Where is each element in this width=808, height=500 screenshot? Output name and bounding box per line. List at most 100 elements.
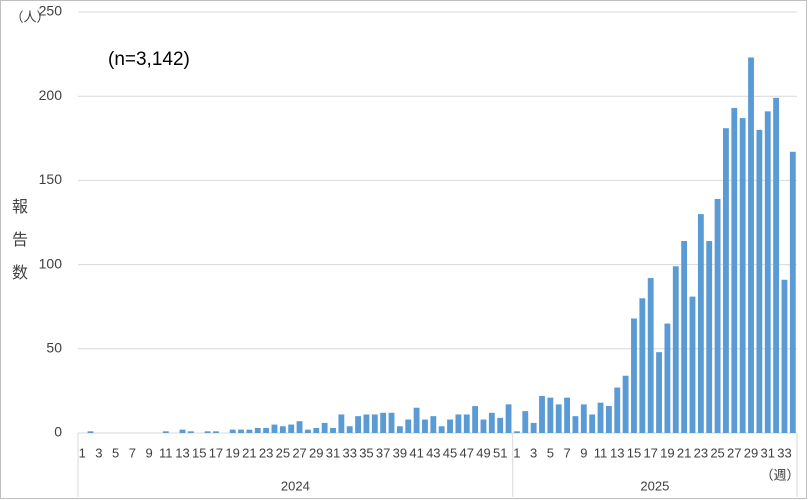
bar [739,118,746,433]
x-tick-label: 3 [530,445,537,460]
bar [330,427,336,433]
bar [513,431,520,433]
x-tick-label: 19 [225,445,239,460]
bar [413,407,420,433]
bar [396,426,403,433]
bar [539,395,545,433]
bar [773,97,780,433]
bar [488,412,495,433]
bar [288,424,295,433]
x-tick-label: 49 [476,445,490,460]
x-tick-label: 43 [426,445,440,460]
x-tick-label: 51 [493,445,507,460]
x-tick-label: 37 [376,445,390,460]
bar [597,402,604,433]
bar [463,414,470,433]
bar [572,416,579,433]
bar [455,414,462,433]
bar [179,429,186,433]
bar [672,266,679,433]
bar [580,404,587,433]
bar [497,417,504,433]
bar [388,412,395,433]
x-tick-label: 45 [443,445,457,460]
x-tick-label: 13 [175,445,189,460]
bar [664,323,671,433]
bar [438,426,445,433]
bar [371,414,378,433]
bar [162,431,169,433]
x-unit: （週） [760,467,799,482]
bar [338,414,345,433]
x-tick-label: 5 [547,445,554,460]
x-tick-label: 41 [409,445,423,460]
bar [480,419,487,433]
x-tick-label: 47 [460,445,474,460]
bar [564,397,571,433]
bar [263,427,270,433]
bar [321,422,328,433]
bar [187,431,194,433]
bar [605,406,612,433]
bar [304,429,311,433]
bar [447,419,453,433]
bar [697,214,704,433]
bar [681,241,688,433]
group-label: 2025 [640,478,669,493]
bar [355,416,362,433]
bar [756,129,763,433]
bar [380,412,387,433]
x-tick-label: 19 [660,445,674,460]
x-tick-label: 31 [761,445,775,460]
x-tick-label: 29 [309,445,323,460]
bar [505,404,512,433]
bar [271,424,278,433]
bar [789,151,796,433]
x-tick-label: 39 [393,445,407,460]
x-tick-label: 3 [95,445,102,460]
bar [723,128,729,434]
bar [279,426,286,433]
bar [706,241,713,433]
y-axis-label: 報告数 [12,198,28,282]
bar [764,111,771,433]
bar [631,318,637,433]
x-tick-label: 33 [777,445,791,460]
bar [313,427,320,433]
x-tick-label: 23 [694,445,708,460]
x-tick-label: 29 [744,445,758,460]
bar [731,107,738,433]
x-tick-label: 27 [292,445,306,460]
bar [422,419,428,433]
bar [589,414,596,433]
bar [213,431,219,433]
x-tick-label: 17 [643,445,657,460]
bar [647,278,654,433]
x-tick-label: 7 [563,445,570,460]
x-tick-label: 15 [192,445,206,460]
x-tick-label: 21 [677,445,691,460]
group-label: 2024 [281,478,310,493]
bar [714,198,721,433]
x-tick-label: 35 [359,445,373,460]
bar [614,387,621,433]
bar [87,431,94,433]
bar [622,375,629,433]
bar [346,426,353,433]
bar [530,422,537,433]
annotation: (n=3,142) [108,49,190,70]
y-tick-label: 250 [39,3,63,19]
y-tick-label: 0 [54,424,62,440]
bar [254,427,261,433]
x-tick-label: 13 [610,445,624,460]
bar [781,279,788,433]
y-tick-label: 100 [39,255,63,271]
x-tick-label: 17 [209,445,223,460]
x-tick-label: 27 [727,445,741,460]
x-tick-label: 7 [129,445,136,460]
x-tick-label: 9 [145,445,152,460]
bar [555,404,562,433]
x-tick-label: 33 [342,445,356,460]
